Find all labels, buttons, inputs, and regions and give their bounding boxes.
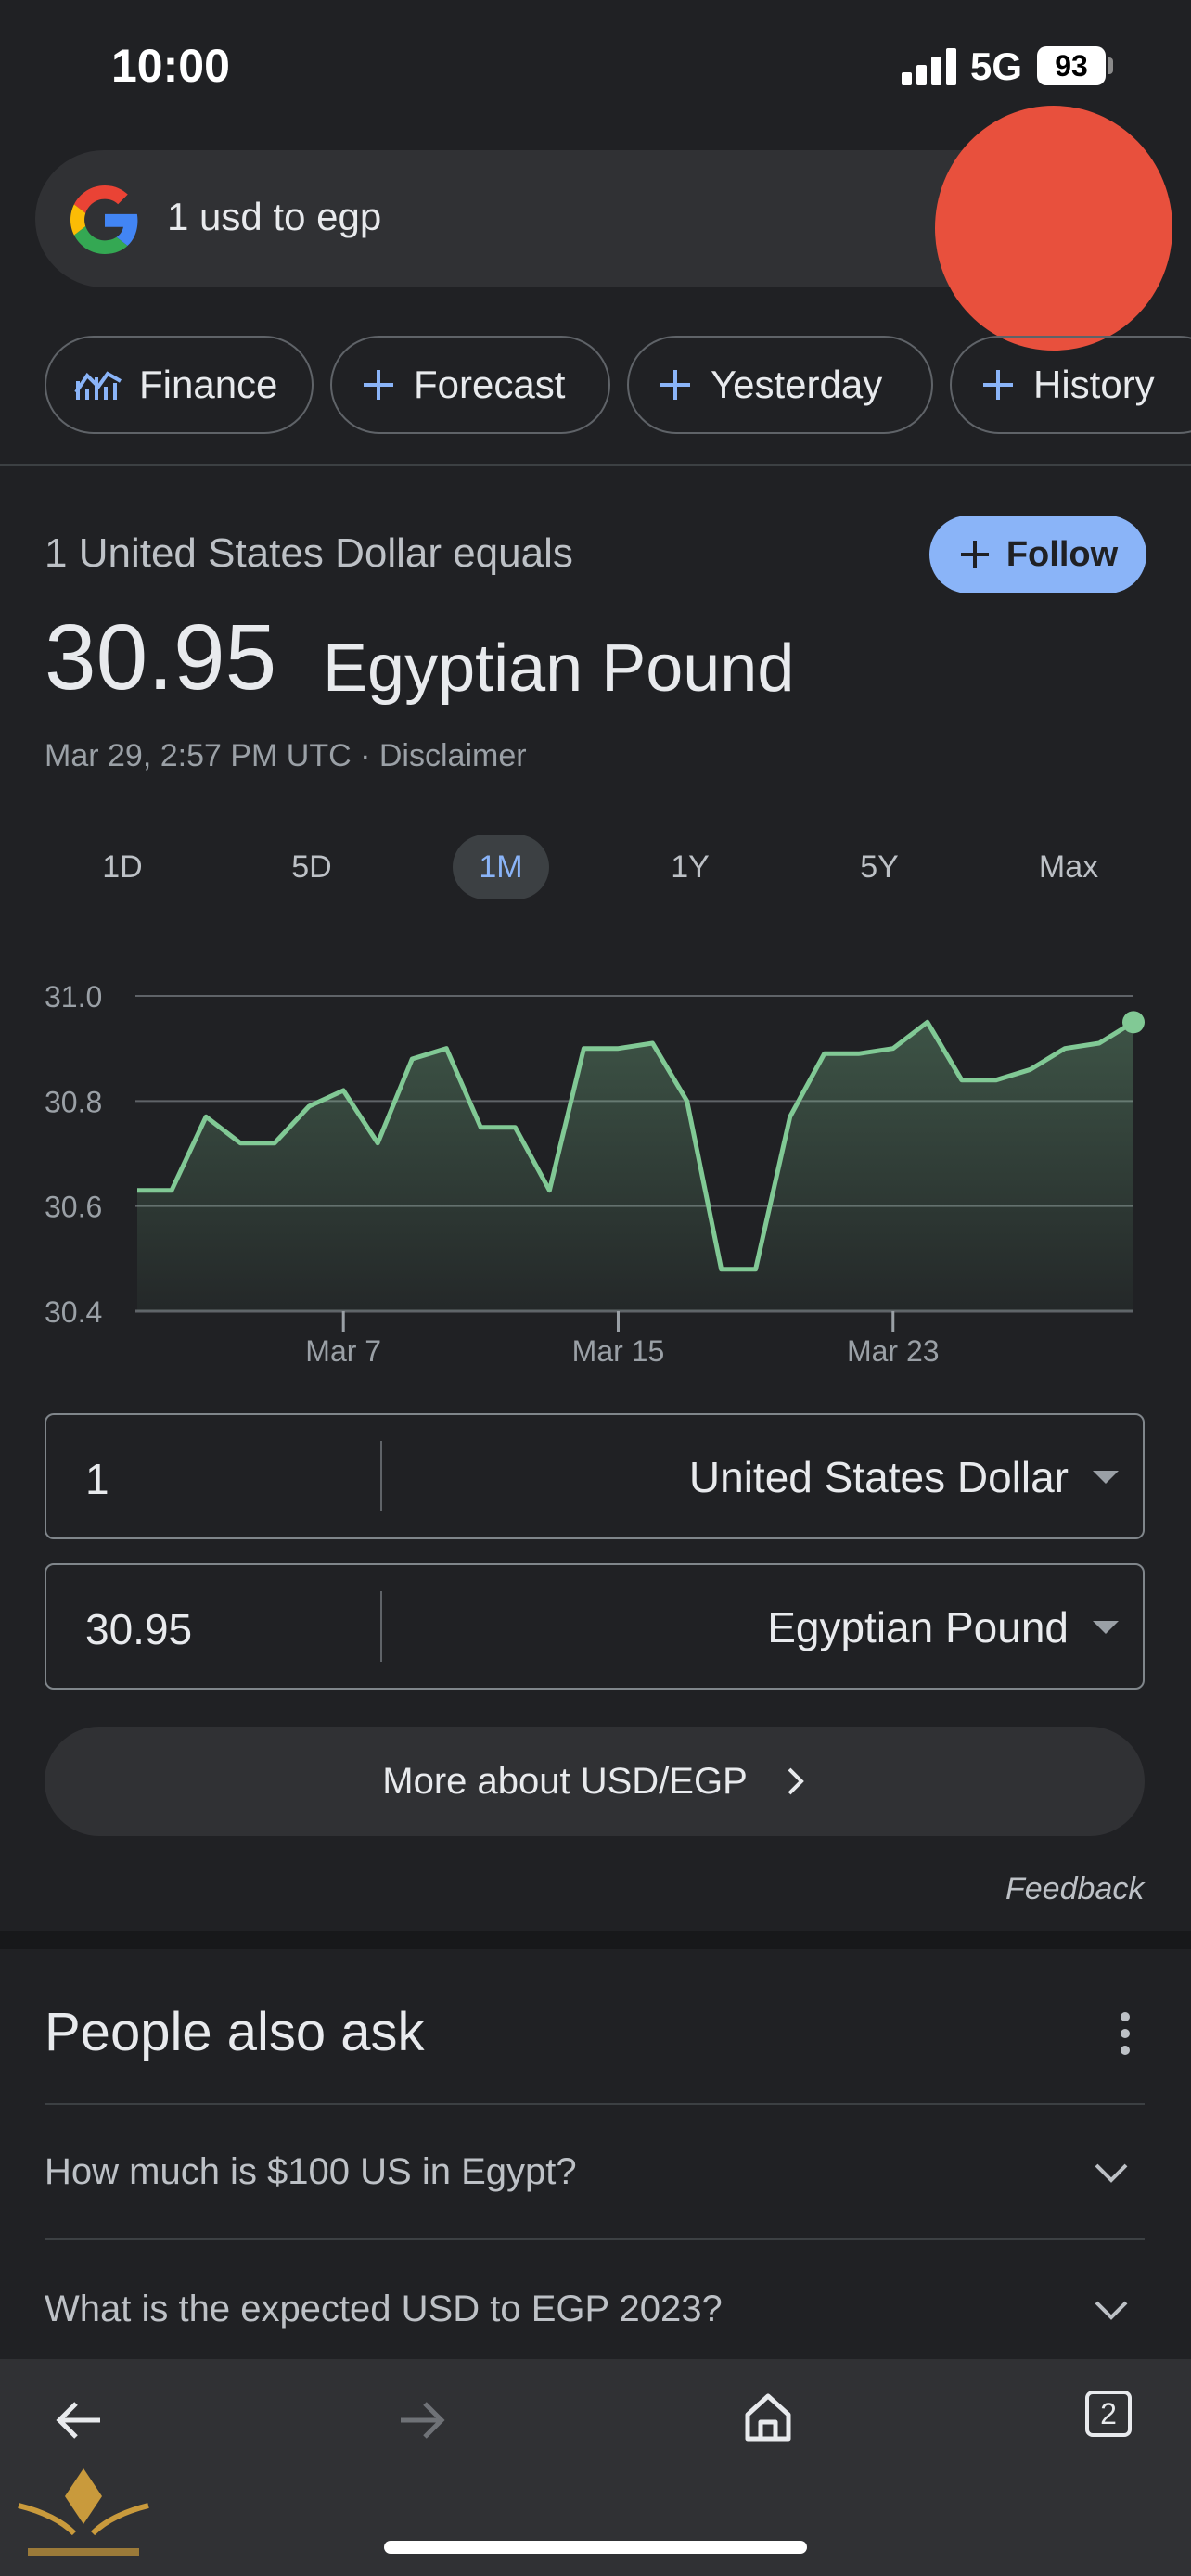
rate-value: 30.95 xyxy=(45,606,277,709)
chevron-right-icon xyxy=(788,1767,804,1795)
converter-separator xyxy=(380,1591,382,1662)
finance-chart-icon xyxy=(74,371,122,400)
status-time: 10:00 xyxy=(111,40,230,92)
timestamp-row: Mar 29, 2:57 PM UTC · Disclaimer xyxy=(45,738,527,774)
divider xyxy=(0,464,1191,466)
cellular-signal-icon xyxy=(902,46,957,85)
range-tab-1m[interactable]: 1M xyxy=(453,835,549,899)
range-tab-max[interactable]: Max xyxy=(1038,848,1099,885)
plus-icon xyxy=(364,370,393,400)
y-tick-label: 30.8 xyxy=(45,1085,102,1118)
question-2[interactable]: What is the expected USD to EGP 2023? xyxy=(45,2289,723,2329)
divider xyxy=(45,2238,1145,2240)
more-about-button[interactable]: More about USD/EGP xyxy=(45,1727,1145,1836)
battery-nub xyxy=(1108,57,1113,74)
exchange-rate-chart[interactable]: 31.0 30.8 30.6 30.4 Mar 7 Mar 15 Mar 23 xyxy=(0,964,1191,1372)
chip-label: History xyxy=(1033,363,1155,406)
dropdown-caret-icon[interactable] xyxy=(1093,1621,1119,1634)
chip-label: Yesterday xyxy=(711,363,883,406)
divider xyxy=(45,2103,1145,2105)
equals-label: 1 United States Dollar equals xyxy=(45,530,573,576)
forward-arrow-icon[interactable] xyxy=(397,2398,449,2442)
feedback-link[interactable]: Feedback xyxy=(1005,1871,1145,1906)
chart-area xyxy=(137,1022,1133,1311)
chart-line xyxy=(137,1019,1135,1272)
home-icon[interactable] xyxy=(742,2391,794,2444)
range-tab-5y[interactable]: 5Y xyxy=(860,848,899,885)
from-currency-select[interactable]: United States Dollar xyxy=(688,1453,1069,1501)
chevron-down-icon[interactable] xyxy=(1093,2161,1130,2185)
converter-from: 1 United States Dollar xyxy=(45,1413,1145,1539)
forum-logo-watermark xyxy=(18,2468,149,2556)
tab-count: 2 xyxy=(1100,2396,1117,2430)
x-tick-label: Mar 15 xyxy=(572,1334,665,1368)
follow-label: Follow xyxy=(1005,534,1119,574)
home-indicator[interactable] xyxy=(384,2541,807,2554)
follow-button[interactable]: Follow xyxy=(929,516,1146,593)
y-tick-label: 30.4 xyxy=(45,1295,102,1329)
chip-yesterday[interactable]: Yesterday xyxy=(627,336,933,434)
back-arrow-icon[interactable] xyxy=(52,2398,104,2442)
google-logo-icon xyxy=(70,185,138,254)
x-tick-label: Mar 23 xyxy=(847,1334,940,1368)
timestamp: Mar 29, 2:57 PM UTC xyxy=(45,738,352,773)
converter-separator xyxy=(380,1441,382,1511)
more-about-label: More about USD/EGP xyxy=(382,1760,748,1802)
search-input[interactable]: 1 usd to egp xyxy=(167,195,382,238)
chip-history[interactable]: History xyxy=(950,336,1191,434)
plus-icon xyxy=(660,370,690,400)
chip-label: Forecast xyxy=(414,363,566,406)
y-tick-label: 30.6 xyxy=(45,1191,102,1224)
range-tab-5d[interactable]: 5D xyxy=(291,848,332,885)
browser-toolbar xyxy=(0,2359,1191,2576)
chevron-down-icon[interactable] xyxy=(1093,2298,1130,2322)
dropdown-caret-icon[interactable] xyxy=(1093,1471,1119,1484)
chip-finance[interactable]: Finance xyxy=(45,336,314,434)
converter-to: 30.95 Egyptian Pound xyxy=(45,1563,1145,1690)
x-tick-label: Mar 7 xyxy=(305,1334,381,1368)
battery-level: 93 xyxy=(1055,48,1088,83)
to-amount-input[interactable]: 30.95 xyxy=(85,1605,193,1653)
rate-currency: Egyptian Pound xyxy=(323,631,795,706)
tabs-count-icon[interactable]: 2 xyxy=(1085,2391,1132,2437)
question-1[interactable]: How much is $100 US in Egypt? xyxy=(45,2151,577,2192)
network-type: 5G xyxy=(970,45,1023,88)
battery-icon: 93 xyxy=(1037,46,1106,85)
section-separator xyxy=(0,1931,1191,1949)
chip-label: Finance xyxy=(139,363,278,406)
chip-forecast[interactable]: Forecast xyxy=(330,336,610,434)
more-vert-icon[interactable] xyxy=(1119,2010,1132,2057)
plus-icon xyxy=(983,370,1013,400)
disclaimer-link[interactable]: Disclaimer xyxy=(378,738,527,773)
range-tab-1d[interactable]: 1D xyxy=(102,848,143,885)
separator: · xyxy=(351,738,379,773)
current-value-marker xyxy=(1122,1011,1145,1034)
to-currency-select[interactable]: Egyptian Pound xyxy=(767,1603,1069,1651)
range-tab-1y[interactable]: 1Y xyxy=(671,848,710,885)
avatar[interactable] xyxy=(935,106,1172,351)
from-amount-input[interactable]: 1 xyxy=(85,1455,109,1503)
people-also-ask-title: People also ask xyxy=(45,2002,425,2062)
y-tick-label: 31.0 xyxy=(45,980,102,1014)
plus-icon xyxy=(960,541,989,568)
